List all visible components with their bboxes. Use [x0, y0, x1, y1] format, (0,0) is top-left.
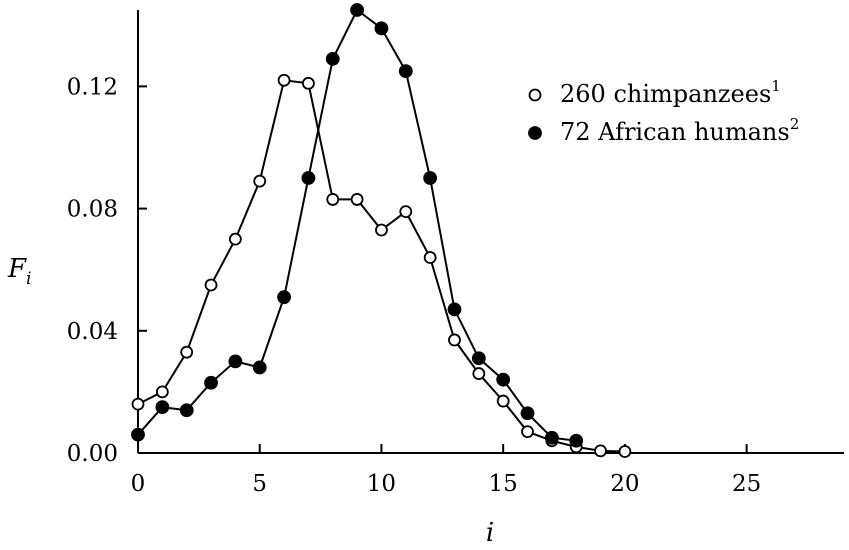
y-tick-label: 0.12	[67, 74, 118, 100]
data-point	[496, 372, 511, 387]
x-tick-label: 25	[732, 471, 761, 497]
data-point	[496, 394, 510, 408]
data-point	[472, 367, 486, 380]
y-tick-label: 0.04	[67, 319, 118, 345]
legend-label: 260 chimpanzees1	[560, 77, 781, 108]
data-point	[350, 193, 364, 206]
series-1	[131, 73, 632, 458]
y-axis-label: Fi	[7, 254, 31, 289]
data-point	[423, 171, 438, 185]
data-point	[569, 433, 584, 448]
legend-item: 260 chimpanzees1	[528, 77, 781, 108]
legend-item: 72 African humans2	[528, 115, 799, 146]
y-axis-label-subscript: i	[26, 269, 31, 289]
data-point	[350, 3, 365, 17]
data-point	[277, 290, 291, 305]
data-point	[180, 345, 194, 359]
data-point	[204, 278, 218, 292]
legend-label-superscript: 1	[771, 77, 781, 95]
series-layer	[131, 3, 632, 458]
x-tick-label: 20	[610, 471, 639, 497]
data-point	[544, 430, 559, 445]
data-point	[618, 445, 632, 458]
data-point	[301, 171, 316, 185]
data-point	[471, 351, 486, 366]
data-point	[179, 403, 194, 418]
y-tick-label: 0.00	[67, 441, 118, 467]
x-tick-label: 5	[252, 471, 267, 497]
data-point	[448, 333, 461, 347]
data-point	[447, 302, 462, 317]
legend-marker	[528, 126, 542, 140]
data-point	[326, 193, 340, 206]
x-tick-label: 10	[367, 471, 396, 497]
data-point	[155, 400, 170, 415]
data-point	[155, 385, 169, 399]
data-point	[398, 64, 413, 79]
data-point	[520, 406, 535, 421]
series-line	[137, 8, 577, 442]
legend-marker	[528, 88, 542, 102]
data-point	[277, 73, 291, 87]
data-point	[228, 354, 243, 369]
series-2	[131, 3, 584, 448]
data-point	[423, 251, 437, 264]
data-point	[204, 375, 218, 390]
x-tick-label: 0	[131, 471, 146, 497]
data-point	[594, 444, 607, 458]
legend-label-text: 260 chimpanzees	[560, 80, 771, 108]
data-point	[131, 397, 145, 411]
x-tick-label: 15	[489, 471, 518, 497]
axes	[137, 10, 844, 454]
y-axis-label-main: F	[7, 254, 27, 284]
data-point	[325, 51, 340, 66]
legend-label-superscript: 2	[790, 115, 800, 133]
data-point	[399, 205, 413, 219]
x-axis-label: i	[486, 518, 494, 548]
data-point	[131, 427, 145, 442]
legend: 260 chimpanzees1 72 African humans2	[528, 77, 799, 146]
data-point	[302, 76, 315, 90]
legend-label-text: 72 African humans	[560, 118, 790, 146]
data-point	[253, 174, 267, 188]
y-tick-label: 0.08	[67, 197, 118, 223]
data-point	[521, 425, 534, 439]
data-point	[228, 232, 242, 246]
data-point	[375, 223, 388, 237]
data-point	[252, 360, 267, 375]
data-point	[374, 21, 389, 36]
legend-label: 72 African humans2	[560, 115, 799, 146]
series-line	[137, 79, 625, 453]
ticks: 0 5 10 15 20 25 0.00 0.04 0.08 0.12	[67, 74, 761, 497]
